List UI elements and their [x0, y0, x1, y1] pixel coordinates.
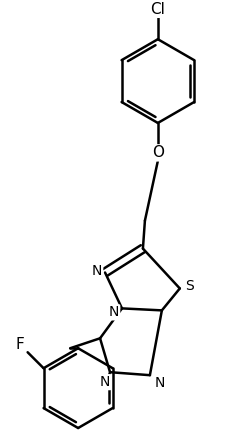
Text: N: N [91, 263, 102, 277]
Text: S: S [185, 279, 193, 293]
Text: N: N [154, 376, 164, 390]
Text: N: N [108, 306, 119, 319]
Text: Cl: Cl [150, 2, 165, 17]
Text: F: F [15, 337, 24, 352]
Text: O: O [151, 145, 163, 161]
Text: N: N [99, 375, 110, 389]
